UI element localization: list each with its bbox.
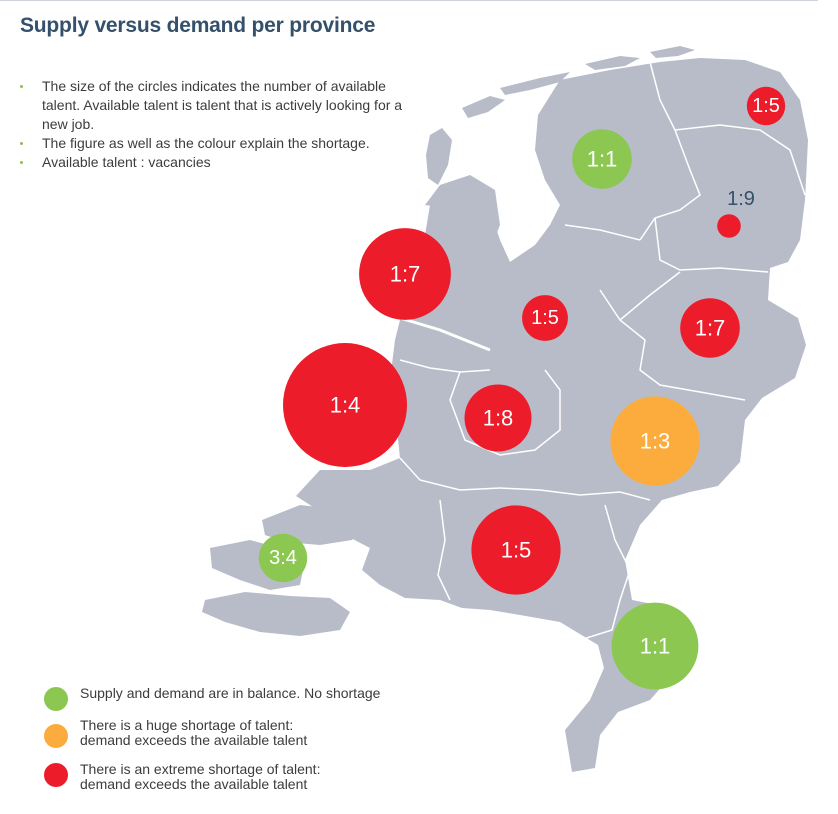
border-zeeland-brabant <box>437 499 451 601</box>
ratio-label: 1:1 <box>587 147 618 172</box>
border-friesland-drenthe <box>654 217 769 273</box>
province-bubble-extreme <box>746 86 786 126</box>
province-bubble-extreme <box>464 384 532 452</box>
province-bubble-huge <box>610 396 700 486</box>
top-rule <box>0 0 818 1</box>
ratio-label: 1:3 <box>640 429 671 454</box>
border-brabant-limburg <box>579 504 631 641</box>
legend-line: There is a huge shortage of talent: <box>80 717 294 733</box>
legend-line: demand exceeds the available talent <box>80 776 308 792</box>
border-overijssel-north <box>619 271 681 321</box>
notes-list: The size of the circles indicates the nu… <box>20 77 420 172</box>
ratio-label: 1:5 <box>752 95 780 117</box>
wadden-terschelling <box>500 72 570 95</box>
north-holland-tip <box>425 175 500 250</box>
legend-line: There is an extreme shortage of talent: <box>80 761 321 777</box>
province-bubble-extreme <box>717 214 741 238</box>
note-item: Available talent : vacancies <box>20 153 420 172</box>
border-friesland-south <box>564 224 641 241</box>
ratio-label: 1:1 <box>640 634 671 659</box>
wadden-ameland <box>585 56 640 70</box>
province-bubbles: 1:5 1:1 1:9 1:7 1:5 1:7 1:4 1:8 1:3 3:4 1:5 1:1 <box>258 86 786 690</box>
note-item: The figure as well as the colour explain… <box>20 134 420 153</box>
legend-line: Supply and demand are in balance. No sho… <box>80 685 381 701</box>
ratio-label: 3:4 <box>269 547 297 569</box>
border-friesland-groningen <box>639 61 701 241</box>
wadden-vlieland <box>462 96 505 118</box>
legend-label: Supply and demand are in balance. No sho… <box>80 686 400 701</box>
mainland <box>296 58 808 772</box>
legend-dot-orange-icon <box>44 724 68 748</box>
wadden-texel <box>426 128 452 185</box>
ratio-label: 1:9 <box>727 188 755 210</box>
province-bubble-extreme <box>680 298 740 358</box>
province-bubble-extreme <box>471 505 561 595</box>
legend-dot-green-icon <box>44 687 68 711</box>
page-title: Supply versus demand per province <box>20 14 376 37</box>
province-bubble-balance <box>611 602 699 690</box>
province-bubble-extreme <box>283 343 407 467</box>
border-groningen-drenthe <box>674 124 806 196</box>
border-gelderland-brabant <box>499 487 651 501</box>
province-bubble-extreme <box>522 295 568 341</box>
note-item: The size of the circles indicates the nu… <box>20 77 420 134</box>
legend-dot-red-icon <box>44 763 68 787</box>
inland-water <box>399 316 491 352</box>
province-bubble-extreme <box>359 228 451 320</box>
ratio-label: 1:4 <box>330 393 361 418</box>
ratio-label: 1:8 <box>483 406 514 431</box>
legend-label: There is an extreme shortage of talent: … <box>80 762 400 792</box>
border-nh-zh <box>399 359 491 373</box>
ratio-label: 1:7 <box>695 316 726 341</box>
border-utrecht <box>449 369 561 456</box>
province-borders <box>399 61 806 641</box>
wadden-schiermonnikoog <box>650 46 695 58</box>
province-bubble-balance <box>572 129 632 189</box>
border-zh-south <box>399 457 501 491</box>
legend-line: demand exceeds the available talent <box>80 732 308 748</box>
legend-label: There is a huge shortage of talent: dema… <box>80 718 400 748</box>
ratio-label: 1:5 <box>531 307 559 329</box>
zeeland-island-south <box>202 592 350 636</box>
province-bubble-balance <box>258 533 308 583</box>
ratio-label: 1:5 <box>501 538 532 563</box>
ratio-label: 1:7 <box>390 262 421 287</box>
